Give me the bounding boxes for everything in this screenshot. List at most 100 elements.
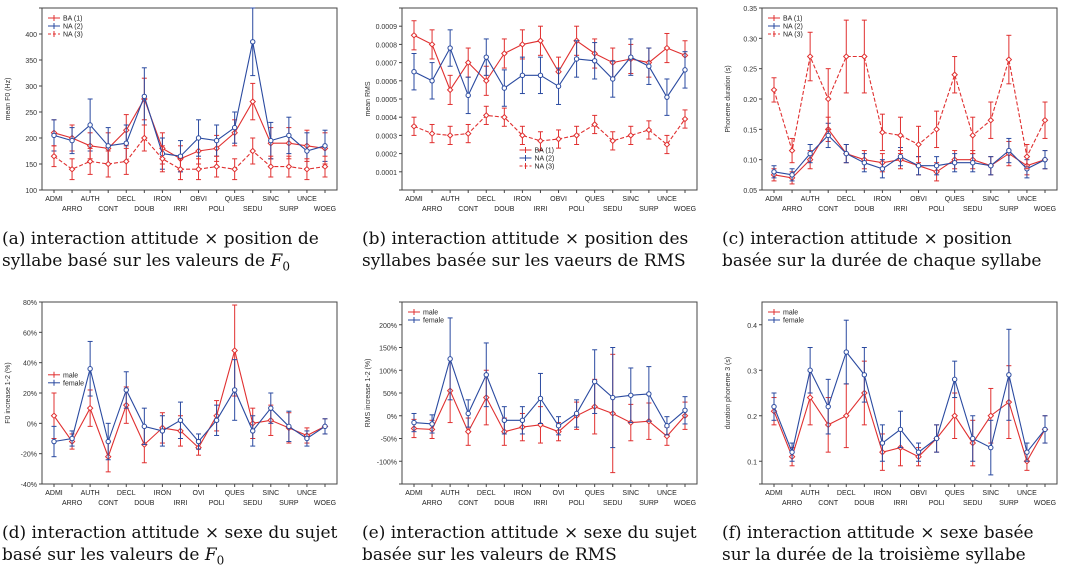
x-tick-label: UNCE xyxy=(297,490,317,497)
x-tick-label: SEDU xyxy=(243,206,262,213)
legend-entry: female xyxy=(63,380,84,387)
data-point xyxy=(86,404,94,412)
plot-frame xyxy=(401,301,698,485)
y-tick-label: 300 xyxy=(25,84,37,91)
x-tick-label: OBVI xyxy=(190,196,207,203)
series-female xyxy=(51,340,328,461)
data-point xyxy=(628,54,634,60)
data-point xyxy=(141,134,148,142)
x-tick-label: ADMI xyxy=(405,196,423,203)
y-tick-label: 0.35 xyxy=(743,6,757,13)
x-tick-label: ADMI xyxy=(45,490,63,497)
y-tick-label: 200 xyxy=(25,136,37,143)
data-point xyxy=(141,423,148,430)
caption-text: (b) interaction attitude × position des … xyxy=(362,229,689,271)
data-point xyxy=(304,148,310,154)
x-tick-label: OBVI xyxy=(550,196,567,203)
data-point xyxy=(286,423,292,430)
data-point xyxy=(410,31,418,39)
data-point xyxy=(428,41,436,48)
data-point xyxy=(519,132,526,139)
data-point xyxy=(1042,426,1048,433)
data-point xyxy=(465,92,471,99)
y-tick-label: 0.10 xyxy=(743,158,757,165)
data-point xyxy=(268,405,274,411)
data-point xyxy=(465,410,471,417)
x-tick-label: OBVI xyxy=(910,196,927,203)
caption-b: (b) interaction attitude × position des … xyxy=(362,228,702,272)
data-point xyxy=(322,423,328,430)
data-point xyxy=(951,412,958,420)
data-point xyxy=(646,391,652,397)
data-point xyxy=(537,37,544,45)
x-tick-label: AUTH xyxy=(801,490,820,497)
data-point xyxy=(231,165,238,173)
data-point xyxy=(824,95,832,103)
series-na-3- xyxy=(50,124,329,181)
data-point xyxy=(951,71,958,79)
x-tick-label: WOEG xyxy=(1034,206,1056,213)
x-tick-label: IRON xyxy=(874,196,892,203)
data-point xyxy=(1006,372,1012,378)
data-point xyxy=(879,440,886,446)
data-point xyxy=(304,435,310,442)
legend-entry: NA (3) xyxy=(63,32,83,39)
y-tick-label: 350 xyxy=(25,58,37,65)
x-tick-label: DOUB xyxy=(854,500,875,507)
x-tick-label: POLI xyxy=(929,500,945,507)
y-tick-label: -20% xyxy=(21,452,37,459)
data-point xyxy=(268,137,274,144)
data-point xyxy=(1005,56,1013,63)
x-tick-label: IRON xyxy=(514,490,532,497)
data-point xyxy=(915,163,922,169)
y-tick-label: 100 xyxy=(25,188,37,195)
y-tick-label: 0.0003 xyxy=(376,133,398,140)
x-tick-label: IRON xyxy=(154,196,172,203)
chart-e: -100% -50% 0% 50% 100% 150% 200% RMS increase 1… xyxy=(365,301,698,507)
series-na-2- xyxy=(411,29,688,116)
series-line xyxy=(413,34,686,92)
series-female xyxy=(771,319,1048,476)
data-point xyxy=(771,403,777,410)
y-axis-label: mean F0 (Hz) xyxy=(5,78,12,121)
y-axis-label: F0 increase 1-2 (%) xyxy=(5,362,12,423)
chart-c: 0.05 0.10 0.15 0.20 0.25 0.30 0.35 Phoneme dura… xyxy=(725,6,1058,213)
caption-d: (d) interaction attitude × sexe du sujet… xyxy=(2,522,342,571)
data-point xyxy=(50,152,58,160)
y-axis-label: RMS increase 1-2 (%) xyxy=(365,359,372,428)
x-tick-label: OBVI xyxy=(910,490,927,497)
y-tick-label: 60% xyxy=(23,330,37,337)
data-point xyxy=(1041,116,1049,124)
series-line xyxy=(773,391,1046,463)
data-point xyxy=(969,132,977,139)
data-point xyxy=(177,417,184,424)
caption-text: (e) interaction attitude × sexe du sujet… xyxy=(362,523,697,565)
x-tick-label: DOUB xyxy=(854,206,875,213)
data-point xyxy=(789,172,795,178)
y-tick-label: 40% xyxy=(23,361,37,368)
y-tick-label: 0.0009 xyxy=(376,24,398,31)
data-point xyxy=(807,150,813,157)
series-line xyxy=(53,368,326,444)
series-line xyxy=(413,357,686,427)
data-point xyxy=(879,129,886,136)
y-tick-label: -100% xyxy=(377,459,397,466)
legend-entry: female xyxy=(783,318,804,325)
x-tick-label: OVI xyxy=(193,490,205,497)
data-point xyxy=(249,147,257,155)
x-tick-label: WOEG xyxy=(674,206,696,213)
data-point xyxy=(825,403,831,410)
data-point xyxy=(806,394,814,401)
data-point xyxy=(627,132,635,139)
data-point xyxy=(195,135,202,141)
data-point xyxy=(231,347,238,354)
x-tick-label: SURP xyxy=(999,500,1019,507)
caption-subscript: 0 xyxy=(216,553,225,568)
y-tick-label: 0.4 xyxy=(747,323,757,330)
caption-math: F xyxy=(270,251,283,271)
x-tick-label: DOUB xyxy=(494,500,515,507)
y-tick-label: 200% xyxy=(379,323,397,330)
caption-text: (a) interaction attitude × position de s… xyxy=(2,229,319,271)
data-point xyxy=(664,423,670,429)
data-point xyxy=(1024,449,1030,455)
